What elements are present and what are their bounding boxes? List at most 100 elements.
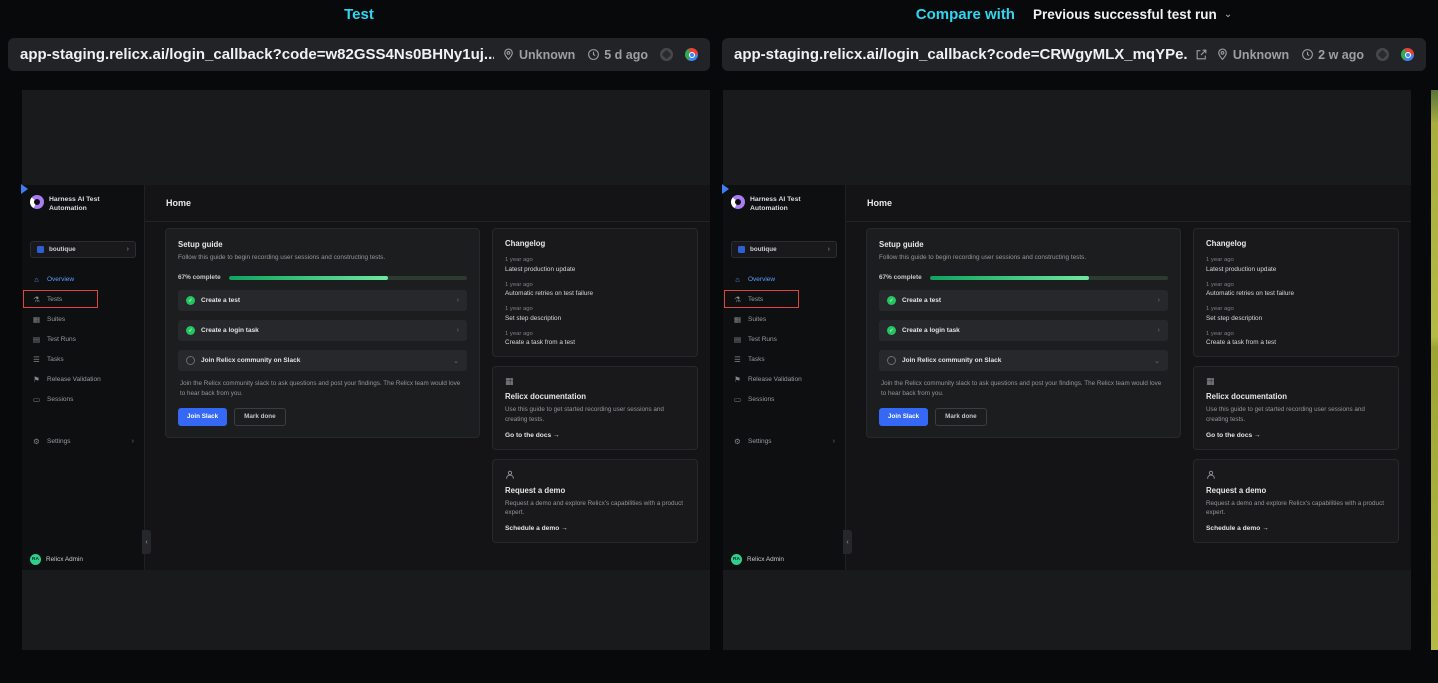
check-icon: ✓ xyxy=(887,296,896,305)
test-runs-icon: ▤ xyxy=(733,335,742,344)
entry-age: 1 year ago xyxy=(505,257,685,263)
setup-guide-title: Setup guide xyxy=(178,240,467,249)
go-to-docs-link[interactable]: Go to the docs → xyxy=(505,432,685,439)
sidebar-item-tests[interactable]: ⚗ Tests xyxy=(723,289,845,309)
page-content: Setup guide Follow this guide to begin r… xyxy=(145,222,710,570)
documentation-text: Use this guide to get started recording … xyxy=(1206,405,1386,425)
tests-icon: ⚗ xyxy=(32,295,41,304)
sidebar-item-label: Tasks xyxy=(748,356,765,363)
main-area: Home Setup guide Follow this guide to be… xyxy=(145,185,710,570)
request-demo-title: Request a demo xyxy=(1206,486,1386,495)
checklist-item-join-slack[interactable]: Join Relicx community on Slack ⌄ xyxy=(879,350,1168,371)
request-demo-title: Request a demo xyxy=(505,486,685,495)
sidebar-item-sessions[interactable]: ▭ Sessions xyxy=(723,389,845,409)
page-title: Home xyxy=(867,198,892,208)
project-selector[interactable]: boutique › xyxy=(30,241,136,258)
sidebar-collapse-handle[interactable]: ‹ xyxy=(142,530,151,554)
join-slack-button[interactable]: Join Slack xyxy=(879,408,928,426)
sidebar-item-release-validation[interactable]: ⚑ Release Validation xyxy=(723,369,845,389)
checklist-item-create-test[interactable]: ✓ Create a test › xyxy=(178,290,467,311)
sidebar-nav: ⌂ Overview ⚗ Tests ▦ Suites ▤ Test Runs xyxy=(723,269,845,451)
documentation-icon: ▦ xyxy=(505,377,685,386)
entry-text: Set step description xyxy=(1206,315,1386,322)
schedule-demo-link[interactable]: Schedule a demo → xyxy=(1206,525,1386,532)
page-content: Setup guide Follow this guide to begin r… xyxy=(846,222,1411,570)
changelog-entry: 1 year ago Create a task from a test xyxy=(505,331,685,347)
checklist-item-create-login-task[interactable]: ✓ Create a login task › xyxy=(879,320,1168,341)
changelog-entry: 1 year ago Set step description xyxy=(1206,306,1386,322)
entry-text: Latest production update xyxy=(1206,266,1386,273)
compare-pane: app-staging.relicx.ai/login_callback?cod… xyxy=(722,0,1426,683)
sidebar-collapse-handle[interactable]: ‹ xyxy=(843,530,852,554)
sidebar-item-tasks[interactable]: ☰ Tasks xyxy=(22,349,144,369)
external-link-icon[interactable] xyxy=(1195,48,1208,61)
go-to-docs-link[interactable]: Go to the docs → xyxy=(1206,432,1386,439)
sessions-icon: ▭ xyxy=(32,395,41,404)
sidebar-item-overview[interactable]: ⌂ Overview xyxy=(22,269,144,289)
clock-icon xyxy=(1301,48,1314,61)
sidebar-item-test-runs[interactable]: ▤ Test Runs xyxy=(723,329,845,349)
entry-age: 1 year ago xyxy=(505,282,685,288)
location-meta: Unknown xyxy=(502,48,575,62)
sidebar-item-label: Suites xyxy=(47,316,65,323)
chevron-right-icon: › xyxy=(1158,297,1160,304)
entry-age: 1 year ago xyxy=(505,306,685,312)
sidebar-item-tests[interactable]: ⚗ Tests xyxy=(22,289,144,309)
checklist-label: Join Relicx community on Slack xyxy=(902,357,1001,364)
location-pin-icon xyxy=(1216,48,1229,61)
sidebar-item-overview[interactable]: ⌂ Overview xyxy=(723,269,845,289)
changelog-card: Changelog 1 year ago Latest production u… xyxy=(1193,228,1399,357)
project-selector[interactable]: boutique › xyxy=(731,241,837,258)
url-meta: Unknown 5 d ago xyxy=(502,48,698,62)
gear-icon: ⚙ xyxy=(733,437,742,446)
user-row[interactable]: RA Relicx Admin xyxy=(30,554,83,565)
sidebar-item-sessions[interactable]: ▭ Sessions xyxy=(22,389,144,409)
progress-row: 67% complete xyxy=(879,274,1168,281)
scroll-minimap[interactable] xyxy=(1431,90,1438,650)
page-header: Home xyxy=(846,185,1411,222)
entry-text: Set step description xyxy=(505,315,685,322)
schedule-demo-link[interactable]: Schedule a demo → xyxy=(505,525,685,532)
sidebar-item-tasks[interactable]: ☰ Tasks xyxy=(723,349,845,369)
request-demo-text: Request a demo and explore Relicx's capa… xyxy=(1206,499,1386,519)
entry-age: 1 year ago xyxy=(1206,257,1386,263)
sidebar-item-label: Tasks xyxy=(47,356,64,363)
changelog-entry: 1 year ago Automatic retries on test fai… xyxy=(1206,282,1386,298)
sidebar-item-settings[interactable]: ⚙ Settings › xyxy=(22,431,144,451)
diff-marker-icon xyxy=(21,184,28,194)
sidebar-item-label: Tests xyxy=(47,296,62,303)
join-slack-button[interactable]: Join Slack xyxy=(178,408,227,426)
sidebar-item-release-validation[interactable]: ⚑ Release Validation xyxy=(22,369,144,389)
mark-done-button[interactable]: Mark done xyxy=(935,408,987,426)
page-header: Home xyxy=(145,185,710,222)
checklist-item-join-slack[interactable]: Join Relicx community on Slack ⌄ xyxy=(178,350,467,371)
sidebar-item-label: Test Runs xyxy=(47,336,76,343)
sidebar-item-settings[interactable]: ⚙ Settings › xyxy=(723,431,845,451)
browser-profile-icon xyxy=(1376,48,1389,61)
tasks-icon: ☰ xyxy=(733,355,742,364)
sidebar-item-test-runs[interactable]: ▤ Test Runs xyxy=(22,329,144,349)
sidebar-item-label: Tests xyxy=(748,296,763,303)
app-brand: Harness AI Test Automation xyxy=(30,195,138,213)
mark-done-button[interactable]: Mark done xyxy=(234,408,286,426)
url-meta: Unknown 2 w ago xyxy=(1216,48,1414,62)
person-icon xyxy=(1206,470,1386,480)
sidebar-item-label: Release Validation xyxy=(47,376,101,383)
checklist-item-create-test[interactable]: ✓ Create a test › xyxy=(879,290,1168,311)
user-row[interactable]: RA Relicx Admin xyxy=(731,554,784,565)
setup-guide-subtitle: Follow this guide to begin recording use… xyxy=(879,254,1168,261)
request-demo-text: Request a demo and explore Relicx's capa… xyxy=(505,499,685,519)
app-screenshot: Harness AI Test Automation boutique › ⌂ … xyxy=(723,185,1411,570)
slack-actions: Join Slack Mark done xyxy=(178,408,467,426)
user-name: Relicx Admin xyxy=(747,556,784,563)
clock-icon xyxy=(587,48,600,61)
slack-description: Join the Relicx community slack to ask q… xyxy=(180,379,465,399)
documentation-card: ▦ Relicx documentation Use this guide to… xyxy=(492,366,698,450)
chevron-right-icon: › xyxy=(127,246,129,253)
location-meta: Unknown xyxy=(1216,48,1289,62)
check-icon: ✓ xyxy=(186,326,195,335)
checklist-item-create-login-task[interactable]: ✓ Create a login task › xyxy=(178,320,467,341)
sidebar-item-suites[interactable]: ▦ Suites xyxy=(723,309,845,329)
age-meta: 5 d ago xyxy=(587,48,648,62)
sidebar-item-suites[interactable]: ▦ Suites xyxy=(22,309,144,329)
